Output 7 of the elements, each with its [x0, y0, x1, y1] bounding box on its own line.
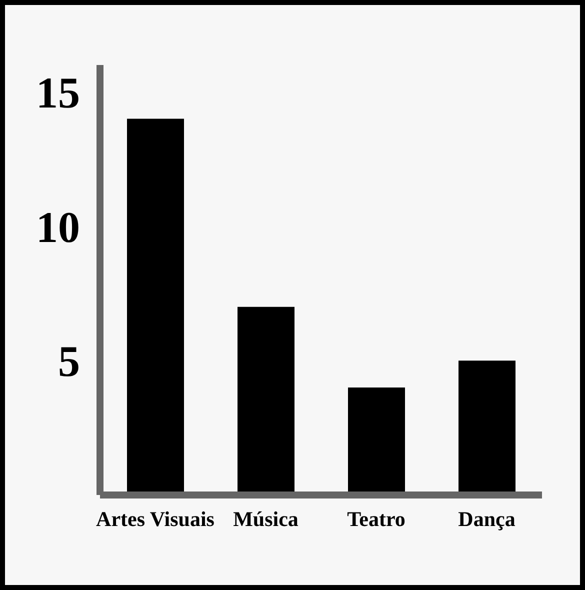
x-tick-label: Artes Visuais — [96, 506, 214, 531]
y-tick-label: 10 — [36, 202, 80, 252]
x-tick-label: Dança — [458, 506, 516, 531]
y-tick-label: 5 — [58, 337, 80, 386]
x-tick-label: Música — [233, 506, 299, 531]
x-tick-label: Teatro — [347, 506, 406, 531]
y-tick-label: 15 — [36, 68, 80, 118]
